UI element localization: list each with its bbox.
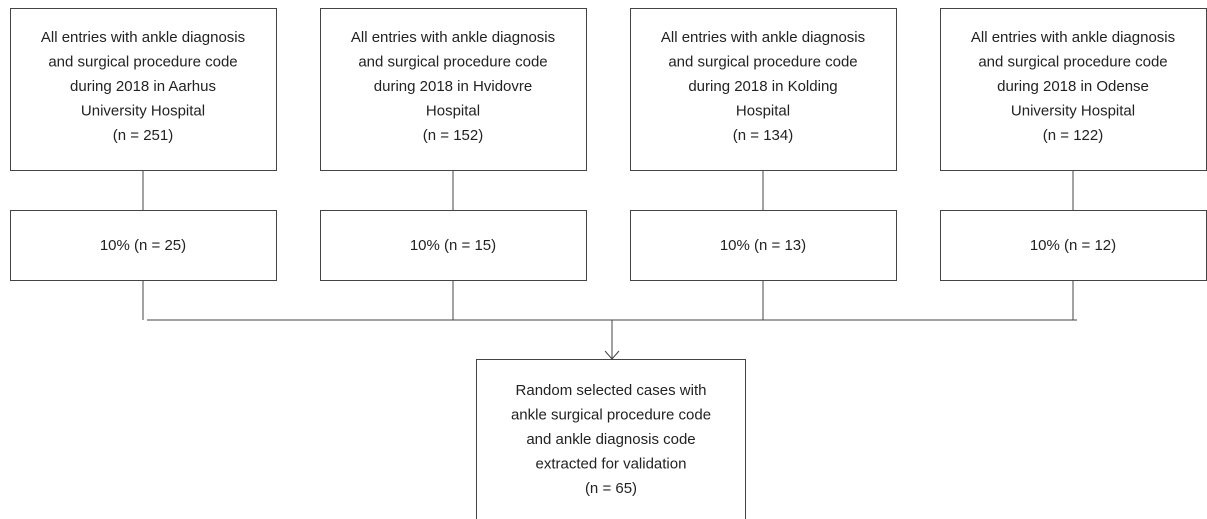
source-box <box>10 8 277 171</box>
source-box <box>940 8 1207 171</box>
source-box <box>630 8 897 171</box>
sample-text: 10% (n = 25) <box>100 237 186 254</box>
sample-box <box>320 210 587 281</box>
sample-text: 10% (n = 15) <box>410 237 496 254</box>
sample-box <box>10 210 277 281</box>
source-text: during 2018 in Aarhus <box>70 78 216 95</box>
source-text: (n = 152) <box>423 127 483 144</box>
source-text: (n = 122) <box>1043 127 1103 144</box>
source-text: and surgical procedure code <box>358 53 547 70</box>
source-text: University Hospital <box>1011 102 1135 119</box>
source-text: All entries with ankle diagnosis <box>661 29 865 46</box>
sample-box <box>940 210 1207 281</box>
source-text: during 2018 in Odense <box>997 78 1149 95</box>
source-text: All entries with ankle diagnosis <box>41 29 245 46</box>
source-text: and surgical procedure code <box>48 53 237 70</box>
source-text: (n = 134) <box>733 127 793 144</box>
sample-text: 10% (n = 13) <box>720 237 806 254</box>
source-box <box>320 8 587 171</box>
result-text: and ankle diagnosis code <box>526 431 695 448</box>
source-text: (n = 251) <box>113 127 173 144</box>
result-text: ankle surgical procedure code <box>511 406 711 423</box>
sample-box <box>630 210 897 281</box>
result-text: Random selected cases with <box>516 382 707 399</box>
source-text: during 2018 in Kolding <box>688 78 837 95</box>
result-text: (n = 65) <box>585 480 637 497</box>
source-text: and surgical procedure code <box>668 53 857 70</box>
source-text: during 2018 in Hvidovre <box>374 78 532 95</box>
source-text: All entries with ankle diagnosis <box>971 29 1175 46</box>
source-text: and surgical procedure code <box>978 53 1167 70</box>
source-text: Hospital <box>426 102 480 119</box>
result-text: extracted for validation <box>536 455 687 472</box>
sample-text: 10% (n = 12) <box>1030 237 1116 254</box>
source-text: All entries with ankle diagnosis <box>351 29 555 46</box>
source-text: Hospital <box>736 102 790 119</box>
source-text: University Hospital <box>81 102 205 119</box>
result-box <box>476 359 746 519</box>
